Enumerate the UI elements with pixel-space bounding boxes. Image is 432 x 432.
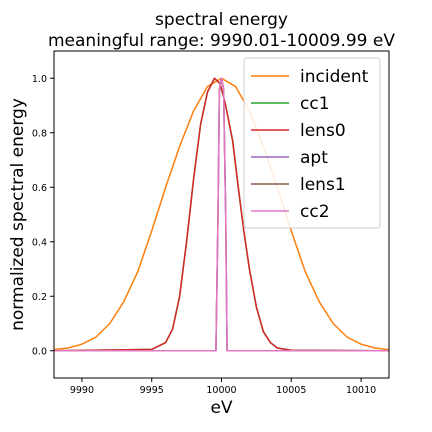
x-axis-label: eV	[210, 398, 232, 418]
x-tick-label: 10000	[206, 385, 236, 396]
x-tick-label: 10010	[346, 385, 376, 396]
series-line-cc2	[54, 77, 389, 352]
series-line-lens0	[53, 77, 390, 352]
legend-label-lens0: lens0	[300, 121, 346, 141]
legend: incident cc1 lens0 apt lens1 cc2	[243, 57, 381, 229]
y-tick-label: 0.2	[32, 292, 47, 303]
y-tick-label: 0.0	[32, 346, 47, 357]
legend-label-incident: incident	[300, 67, 369, 87]
y-axis: 0.0 0.2 0.4 0.6 0.8 1.0	[32, 74, 54, 357]
x-axis: 9990 9995 10000 10005 10010	[70, 378, 376, 396]
x-tick-label: 10005	[276, 385, 306, 396]
chart-title: spectral energy	[155, 10, 288, 30]
series-layer	[53, 77, 390, 352]
legend-frame	[243, 57, 381, 229]
legend-label-cc2: cc2	[300, 202, 330, 222]
legend-label-apt: apt	[300, 148, 328, 168]
x-tick-label: 9995	[140, 385, 164, 396]
y-tick-label: 0.8	[32, 128, 47, 139]
legend-label-lens1: lens1	[300, 175, 346, 195]
x-tick-label: 9990	[70, 385, 94, 396]
y-axis-label: normalized spectral energy	[8, 98, 28, 331]
legend-label-cc1: cc1	[300, 94, 330, 114]
y-tick-label: 1.0	[32, 74, 47, 85]
chart-subtitle: meaningful range: 9990.01-10009.99 eV	[48, 31, 395, 51]
y-tick-label: 0.4	[32, 237, 47, 248]
y-tick-label: 0.6	[32, 183, 47, 194]
